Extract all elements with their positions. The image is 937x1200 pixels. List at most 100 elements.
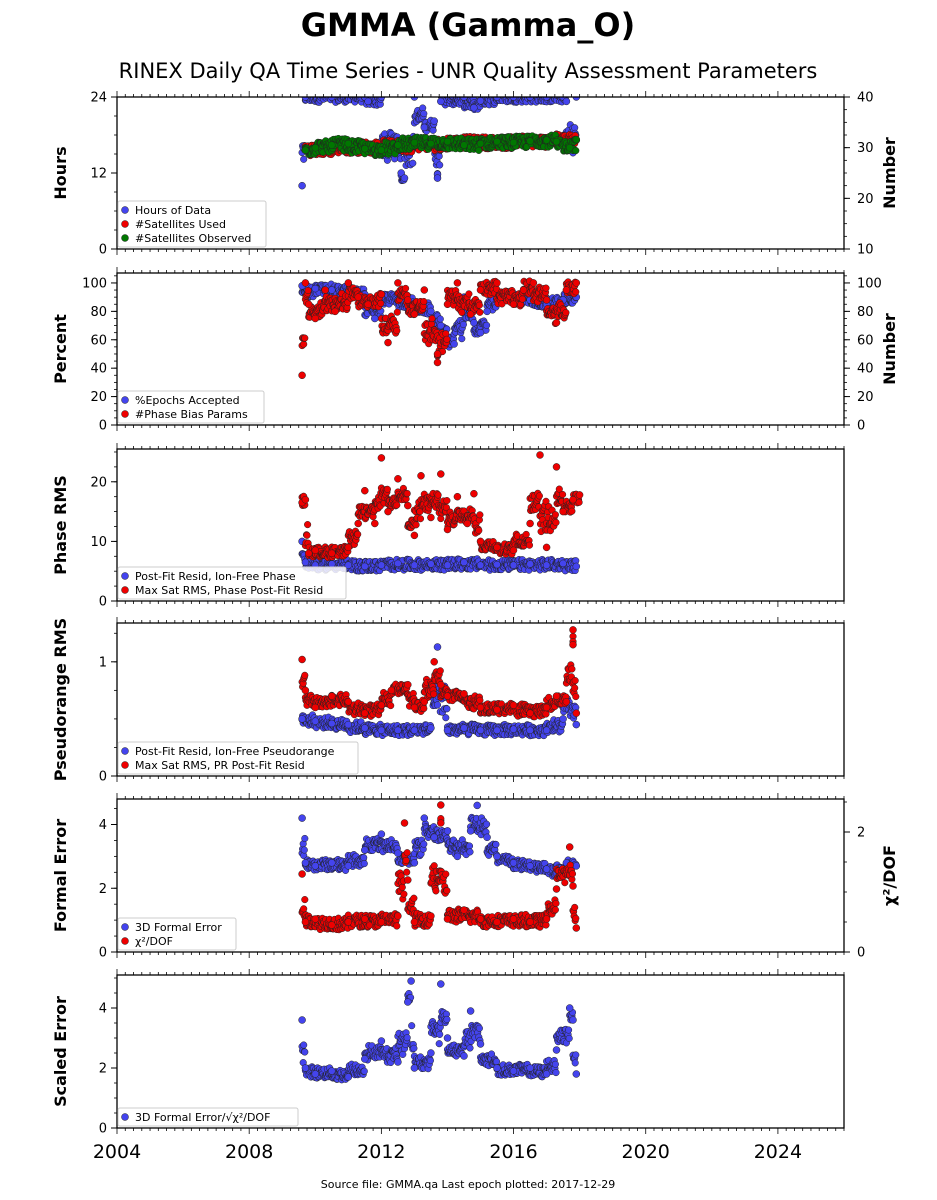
data-point [470, 489, 478, 498]
data-point [328, 719, 336, 728]
data-point [509, 725, 518, 733]
figure-title: GMMA (Gamma_O) [301, 6, 635, 44]
data-point [371, 519, 379, 528]
data-point [459, 320, 467, 329]
data-point [393, 327, 401, 335]
data-point [300, 340, 308, 348]
data-point [301, 279, 310, 287]
data-point [298, 715, 306, 723]
data-point [304, 300, 313, 309]
data-point [443, 137, 452, 146]
chart-panel-3: 0 10 20 Phase RMS Post-Fit Resid, Ion-Free P… [51, 443, 845, 610]
y-axis-label: Hours [51, 146, 70, 199]
data-point [443, 525, 452, 534]
data-point [470, 318, 478, 327]
data-point [443, 726, 452, 735]
data-point [552, 518, 560, 527]
legend-marker [121, 234, 129, 242]
data-point [354, 293, 362, 301]
data-point [394, 726, 402, 735]
data-point [384, 507, 392, 516]
legend-marker [121, 586, 129, 594]
legend-box [117, 200, 267, 248]
data-point [301, 97, 310, 101]
y-right-tick-label: 20 [857, 390, 874, 405]
data-point [509, 546, 518, 555]
data-point [493, 279, 501, 287]
data-point [377, 561, 386, 569]
data-point [458, 335, 466, 343]
data-point [463, 519, 472, 528]
y-tick-label: 20 [90, 475, 107, 490]
data-point [410, 561, 419, 569]
data-point [404, 501, 412, 510]
data-point [311, 546, 320, 555]
data-point [470, 104, 478, 112]
y-axis-label-right: Number [880, 313, 899, 385]
data-point [575, 498, 583, 506]
data-point [301, 558, 310, 567]
data-point [476, 561, 485, 569]
y-tick-label: 80 [90, 305, 107, 320]
data-point [303, 531, 311, 539]
y-tick-label: 60 [90, 333, 107, 348]
data-point [377, 290, 386, 299]
legend-label: Post-Fit Resid, Ion-Free Phase [135, 570, 296, 583]
data-point [377, 146, 386, 154]
data-point [328, 560, 336, 568]
data-point [458, 308, 466, 316]
data-point [433, 350, 442, 358]
data-point [442, 504, 450, 512]
data-point [433, 358, 442, 367]
data-point [562, 97, 571, 106]
data-point [476, 328, 485, 337]
y-right-tick-label: 20 [857, 192, 874, 207]
data-point [493, 137, 501, 146]
legend-marker [121, 206, 129, 214]
data-point [542, 726, 551, 735]
data-point [460, 724, 468, 732]
data-point [555, 485, 563, 493]
data-point [393, 308, 401, 316]
data-point [420, 286, 429, 294]
data-point [525, 541, 534, 549]
data-point [364, 97, 372, 106]
data-point [364, 300, 372, 309]
data-point [475, 301, 483, 309]
data-point [526, 97, 534, 101]
data-point [311, 143, 320, 152]
data-point [476, 139, 485, 148]
data-point [409, 159, 417, 167]
data-point [529, 279, 538, 287]
data-point [434, 491, 442, 499]
legend-label: #Phase Bias Params [135, 408, 248, 421]
data-point [572, 147, 580, 155]
legend: Hours of Data#Satellites Used#Satellites… [117, 200, 267, 248]
legend-marker [121, 572, 129, 580]
y-tick-label: 0 [99, 595, 107, 610]
data-point [562, 286, 571, 294]
data-point [393, 501, 401, 509]
data-point [331, 307, 339, 316]
data-point [559, 559, 567, 568]
figure-subtitle: RINEX Daily QA Time Series - UNR Quality… [119, 59, 818, 83]
data-point [552, 463, 561, 471]
data-point [476, 537, 485, 546]
data-point [443, 300, 452, 309]
chart-panel-2: 0 20 40 60 80 100 Percent 0 20 40 60 80 100 Number %Ep… [51, 267, 899, 434]
data-point [394, 475, 402, 483]
y-tick-label: 20 [90, 390, 107, 405]
data-point [433, 174, 442, 182]
data-point [430, 117, 438, 125]
data-point [562, 309, 570, 317]
data-point [442, 714, 450, 722]
data-point [410, 310, 419, 318]
data-point [443, 497, 451, 505]
legend-box [117, 566, 347, 600]
data-point [493, 543, 501, 552]
data-point [453, 279, 462, 287]
legend-box [117, 390, 265, 424]
legend-marker [121, 396, 129, 404]
data-point [437, 470, 445, 478]
